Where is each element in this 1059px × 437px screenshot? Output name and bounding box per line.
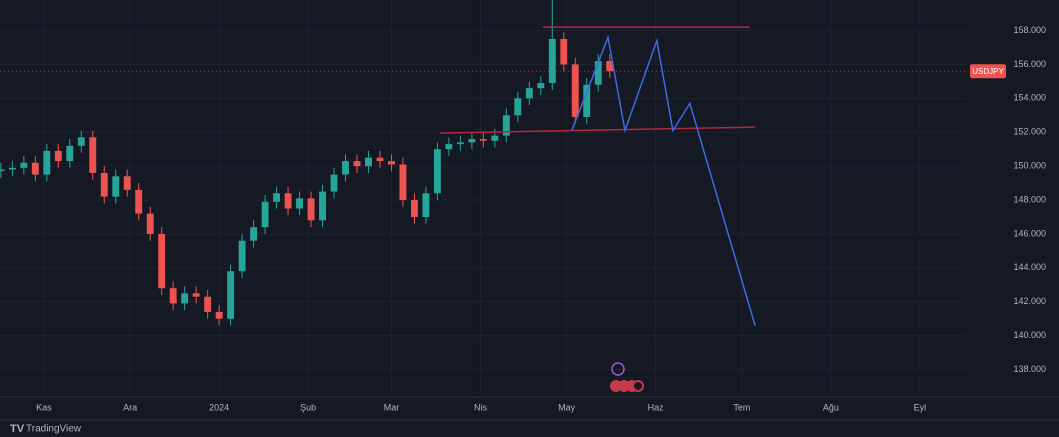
- y-tick-label: 148.000: [1013, 194, 1046, 204]
- candle-body: [158, 233, 166, 289]
- y-tick-label: 152.000: [1013, 127, 1046, 137]
- candle-body: [606, 61, 614, 72]
- candle-body: [100, 172, 108, 197]
- candle-body: [66, 145, 74, 162]
- candle-body: [284, 193, 292, 209]
- candle-body: [342, 161, 349, 175]
- candle-body: [514, 98, 522, 116]
- candle-body: [169, 288, 177, 304]
- candle-body: [8, 167, 16, 170]
- candle-body: [537, 83, 545, 89]
- symbol-label: USDJPY: [972, 67, 1004, 76]
- y-tick-label: 146.000: [1013, 228, 1046, 238]
- candle-body: [273, 193, 281, 202]
- symbol-tag: [970, 64, 1006, 79]
- candle-body: [502, 115, 510, 136]
- candle-body: [525, 88, 533, 99]
- brand: TradingView: [26, 424, 82, 435]
- candle-body: [123, 176, 131, 190]
- candle-body: [20, 162, 28, 168]
- x-tick-label: 2024: [209, 402, 229, 412]
- candle-body: [43, 150, 51, 175]
- y-tick-label: 156.000: [1013, 59, 1046, 69]
- candle-body: [560, 38, 568, 65]
- candle-body: [112, 176, 120, 197]
- x-tick-label: Nis: [474, 402, 487, 412]
- candle-body: [181, 293, 189, 304]
- candle-body: [376, 157, 384, 162]
- candle-body: [31, 162, 39, 175]
- x-tick-label: Şub: [300, 402, 316, 412]
- x-tick-label: Eyl: [914, 402, 927, 412]
- candle-body: [89, 137, 97, 173]
- candle-body: [583, 84, 591, 117]
- candle-body: [456, 142, 464, 145]
- candle-body: [410, 200, 418, 217]
- x-tick-label: Haz: [648, 402, 665, 412]
- candle-body: [388, 161, 395, 165]
- x-tick-label: Tem: [733, 402, 750, 412]
- candle-body: [468, 139, 476, 143]
- candle-body: [296, 198, 303, 209]
- candle-body: [422, 193, 430, 217]
- y-tick-label: 140.000: [1013, 330, 1046, 340]
- candle-body: [227, 271, 235, 319]
- candle-body: [365, 157, 372, 167]
- grid: [0, 0, 965, 395]
- y-tick-label: 154.000: [1013, 93, 1046, 103]
- candle-body: [307, 198, 315, 221]
- x-tick-label: Mar: [384, 402, 400, 412]
- candle-body: [330, 174, 338, 192]
- candle-body: [353, 161, 361, 167]
- x-tick-label: Ağu: [823, 402, 839, 412]
- candle-body: [319, 191, 326, 221]
- y-tick-label: 138.000: [1013, 364, 1046, 374]
- candle-body: [135, 189, 143, 214]
- y-tick-label: 142.000: [1013, 296, 1046, 306]
- candle-body: [215, 311, 223, 319]
- candle-body: [261, 201, 269, 228]
- event-icons: [610, 362, 644, 392]
- candle-body: [491, 135, 499, 141]
- y-tick-label: 150.000: [1013, 161, 1046, 171]
- candle-body: [204, 296, 212, 312]
- candle-body: [433, 149, 441, 194]
- candle-body: [479, 139, 487, 141]
- candle-body: [571, 64, 579, 117]
- candle-body: [399, 164, 407, 201]
- candle-body: [250, 227, 258, 241]
- candle-body: [594, 61, 602, 85]
- candle-body: [238, 240, 246, 272]
- candle-body: [77, 137, 85, 146]
- x-tick-label: Kas: [36, 402, 52, 412]
- candle-body: [445, 144, 453, 150]
- brand-logo: TV: [10, 423, 25, 435]
- y-tick-label: 158.000: [1013, 25, 1046, 35]
- candle-body: [192, 293, 200, 297]
- drawing-line: [439, 126, 756, 134]
- candle-body: [548, 38, 556, 84]
- y-tick-label: 144.000: [1013, 262, 1046, 272]
- candle-body: [0, 169, 5, 172]
- x-tick-label: May: [558, 402, 576, 412]
- candle-body: [54, 150, 62, 162]
- candle-body: [146, 213, 154, 234]
- drawing-line: [571, 34, 756, 326]
- x-tick-label: Ara: [123, 402, 137, 412]
